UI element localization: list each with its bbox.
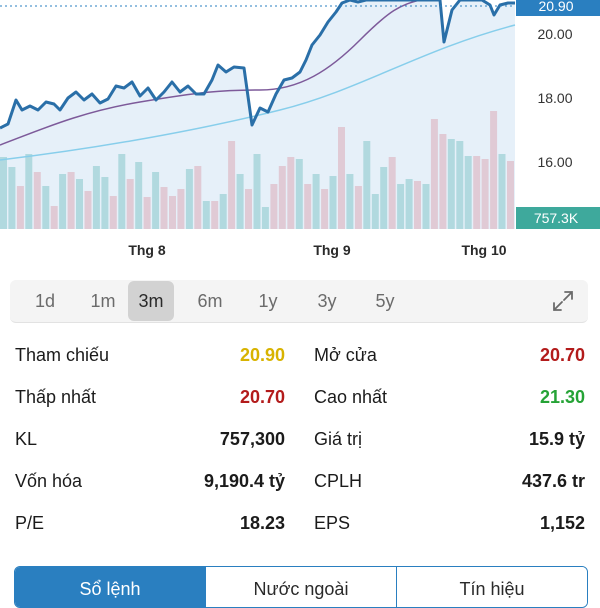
moving-average-slow <box>0 24 516 161</box>
y-axis-tick: 18.00 <box>537 90 572 106</box>
market-cap-label: Vốn hóa <box>15 471 83 491</box>
time-range-bar: 1d 1m 3m 6m 1y 3y 5y <box>10 280 588 323</box>
open-price-value: 20.70 <box>539 345 585 365</box>
x-axis-month-label: Thg 9 <box>313 242 351 258</box>
open-price-label: Mở cửa <box>314 345 377 365</box>
tab-foreign[interactable]: Nước ngoài <box>206 567 397 607</box>
reference-price-value: 20.90 <box>239 345 285 365</box>
range-1d-button[interactable]: 1d <box>34 291 56 311</box>
trade-value-label: Giá trị <box>314 429 363 449</box>
range-3m-button[interactable]: 3m <box>128 281 174 321</box>
reference-price-label: Tham chiếu <box>15 345 110 365</box>
range-1m-button[interactable]: 1m <box>90 291 116 311</box>
pe-label: P/E <box>15 513 45 533</box>
price-line <box>0 0 515 130</box>
chart-svg[interactable]: 20.90 20.00 18.00 16.00 757.3K Thg 8 Thg 9 Thg … <box>0 0 600 262</box>
pe-value: 18.23 <box>239 513 285 533</box>
price-label-text: 20.90 <box>538 0 573 14</box>
y-axis-tick: 16.00 <box>537 154 572 170</box>
volume-value: 757,300 <box>219 429 285 449</box>
trade-value-value: 15.9 tỷ <box>528 429 585 449</box>
range-1y-button[interactable]: 1y <box>258 291 278 311</box>
volume-label: KL <box>15 429 38 449</box>
bottom-tabs: Sổ lệnh Nước ngoài Tín hiệu <box>14 566 588 608</box>
price-label-box <box>516 0 600 16</box>
low-price-value: 20.70 <box>239 387 285 407</box>
y-axis-tick: 20.00 <box>537 26 572 42</box>
range-5y-button[interactable]: 5y <box>375 291 395 311</box>
x-axis-month-label: Thg 8 <box>128 242 166 258</box>
x-axis-month-label: Thg 10 <box>461 242 506 258</box>
volume-label-box <box>516 207 600 229</box>
tab-order-book[interactable]: Sổ lệnh <box>15 567 206 607</box>
moving-average-fast <box>0 0 421 146</box>
high-price-label: Cao nhất <box>314 387 388 407</box>
volume-label-text: 757.3K <box>534 210 579 226</box>
low-price-label: Thấp nhất <box>15 387 97 407</box>
tab-signals[interactable]: Tín hiệu <box>397 567 587 607</box>
range-6m-button[interactable]: 6m <box>197 291 223 311</box>
price-chart[interactable]: 20.90 20.00 18.00 16.00 757.3K Thg 8 Thg 9 Thg … <box>0 0 600 262</box>
shares-outstanding-label: CPLH <box>314 471 363 491</box>
market-cap-value: 9,190.4 tỷ <box>203 471 285 491</box>
eps-label: EPS <box>314 513 351 533</box>
eps-value: 1,152 <box>539 513 585 533</box>
shares-outstanding-value: 437.6 tr <box>521 471 585 491</box>
range-3y-button[interactable]: 3y <box>317 291 337 311</box>
expand-icon[interactable] <box>552 290 574 312</box>
high-price-value: 21.30 <box>539 387 585 407</box>
